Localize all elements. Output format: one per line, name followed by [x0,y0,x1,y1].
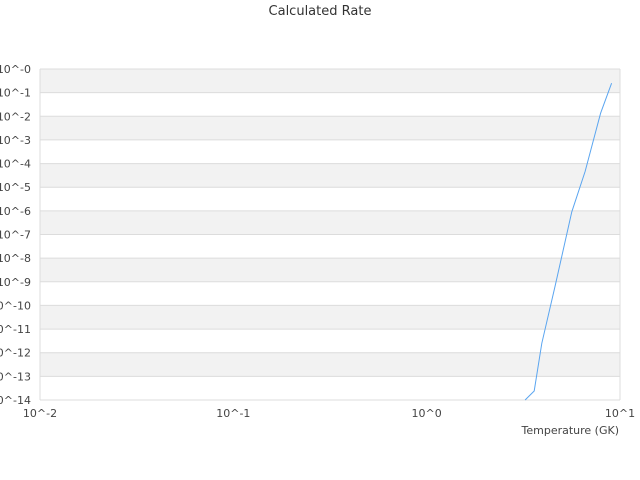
y-tick-label: 10^-6 [0,205,31,218]
y-tick-label: 10^-4 [0,158,31,171]
y-tick-label: 10^-11 [0,323,31,336]
grid-band [40,234,620,259]
y-tick-label: 10^-9 [0,276,31,289]
grid-band [40,281,620,306]
grid-band [40,92,620,117]
grid-band [40,163,620,188]
series-line [524,83,613,401]
x-tick-label: 10^1 [605,407,635,420]
x-tick-label: 10^0 [412,407,442,420]
grid-band [40,376,620,400]
chart-title: Calculated Rate [268,4,372,19]
grid-band [40,352,620,377]
grid-band [40,329,620,353]
y-tick-label: 10^-10 [0,299,31,312]
x-axis-label: Temperature (GK) [521,424,620,437]
x-tick-label: 10^-2 [23,407,57,420]
grid-band [40,187,620,211]
grid-band [40,69,620,93]
y-tick-label: 10^-0 [0,63,31,76]
y-tick-label: 10^-8 [0,252,31,265]
grid-band [40,210,620,235]
y-tick-label: 10^-12 [0,347,31,360]
grid-band [40,139,620,164]
grid-band [40,116,620,140]
y-tick-label: 10^-14 [0,394,31,407]
x-tick-label: 10^-1 [216,407,250,420]
y-tick-label: 10^-5 [0,181,31,194]
y-tick-label: 10^-2 [0,110,31,123]
y-tick-label: 10^-13 [0,370,31,383]
grid-band [40,305,620,330]
y-tick-label: 10^-7 [0,229,31,242]
y-tick-label: 10^-1 [0,87,31,100]
grid-band [40,258,620,282]
y-tick-label: 10^-3 [0,134,31,147]
